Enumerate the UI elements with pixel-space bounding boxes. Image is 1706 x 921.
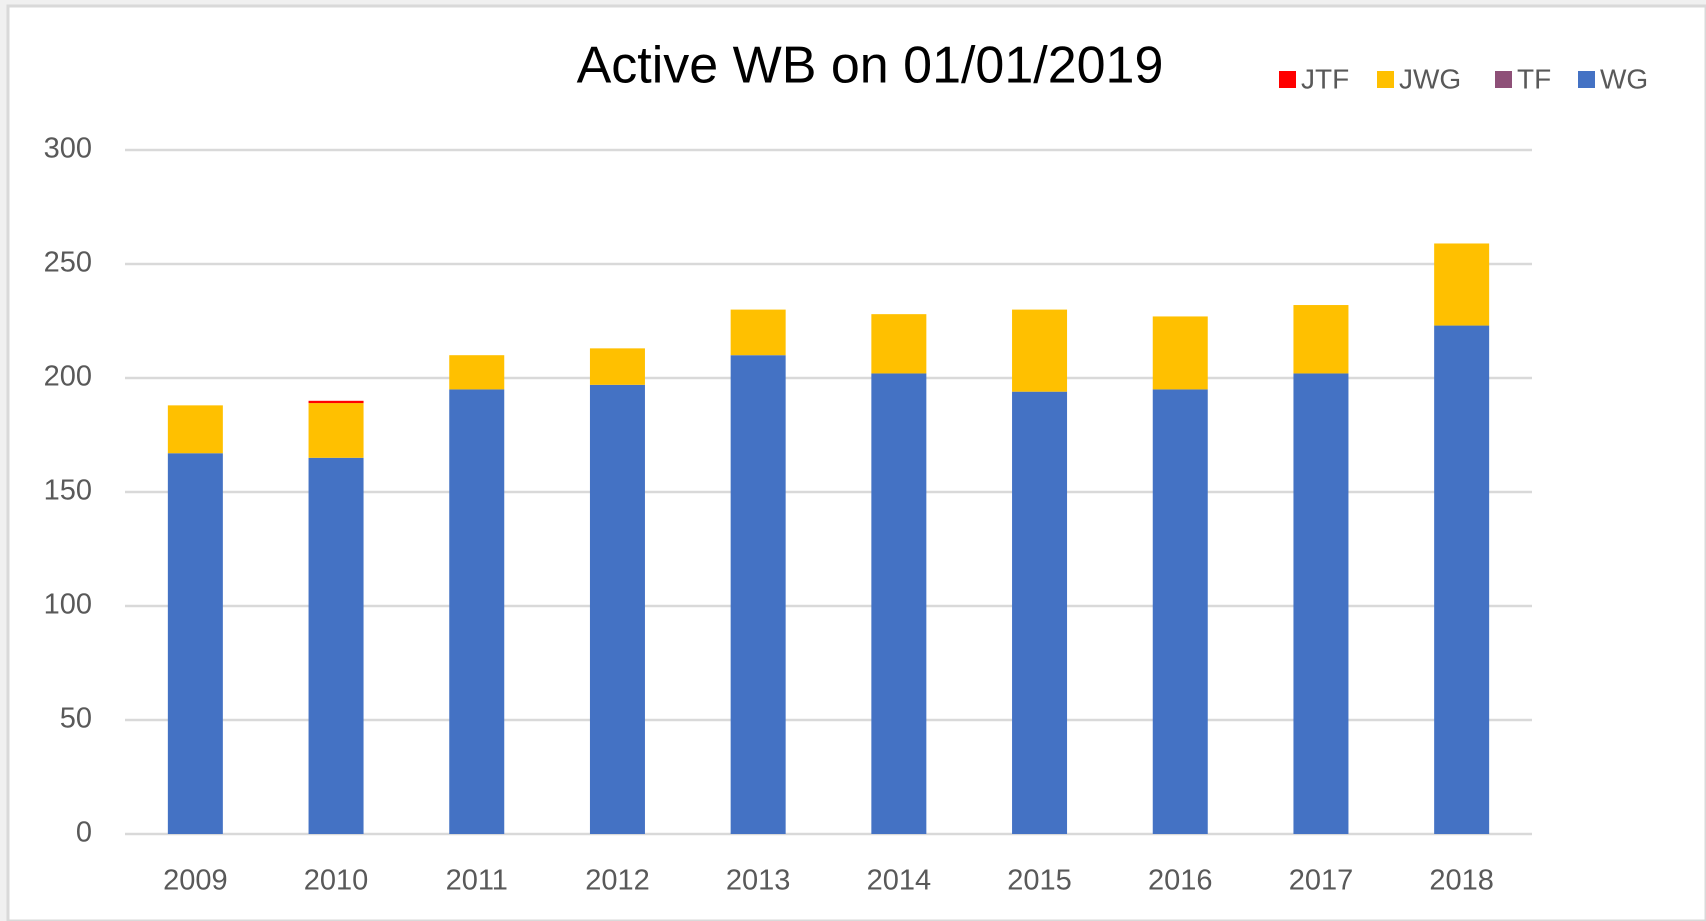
legend-label: JWG: [1399, 63, 1461, 94]
y-tick-label: 150: [44, 475, 92, 507]
legend-label: JTF: [1301, 63, 1349, 94]
bar-segment: [167, 405, 223, 454]
bar-segment: [308, 403, 364, 458]
bar-segment: [1434, 325, 1490, 834]
x-tick-label: 2017: [1289, 865, 1354, 897]
bar-segment: [1434, 243, 1490, 326]
bar-segment: [308, 457, 364, 834]
bar-segment: [730, 309, 786, 356]
y-tick-label: 300: [44, 133, 92, 165]
bar-segment: [730, 355, 786, 834]
bar-segment: [167, 453, 223, 834]
bar-segment: [1152, 316, 1208, 390]
x-tick-label: 2015: [1007, 865, 1072, 897]
y-tick-label: 0: [76, 817, 92, 849]
bar-segment: [589, 348, 645, 385]
x-tick-label: 2013: [726, 865, 791, 897]
bar-segment: [871, 373, 927, 834]
x-tick-label: 2011: [446, 865, 508, 897]
bar-segment: [449, 389, 505, 834]
legend-label: TF: [1517, 63, 1551, 94]
chart-title: Active WB on 01/01/2019: [577, 37, 1164, 95]
bar-segment: [871, 314, 927, 374]
y-tick-label: 250: [44, 247, 92, 279]
x-tick-label: 2018: [1429, 865, 1494, 897]
legend-swatch: [1578, 71, 1595, 88]
y-tick-label: 100: [44, 589, 92, 621]
legend-swatch: [1495, 71, 1512, 88]
legend-swatch: [1279, 71, 1296, 88]
bar-segment: [1293, 305, 1349, 374]
bar-segment: [449, 355, 505, 390]
y-tick-label: 50: [60, 703, 92, 735]
bar-segment: [1152, 389, 1208, 834]
bar-segment: [1012, 391, 1068, 834]
legend-swatch: [1377, 71, 1394, 88]
x-tick-label: 2010: [304, 865, 369, 897]
y-tick-label: 200: [44, 361, 92, 393]
x-tick-label: 2012: [585, 865, 650, 897]
bar-segment: [1012, 309, 1068, 392]
bar-segment: [589, 384, 645, 834]
legend-label: WG: [1600, 63, 1648, 94]
bar-segment: [1293, 373, 1349, 834]
bar-segment: [308, 400, 364, 404]
x-tick-label: 2009: [163, 865, 228, 897]
chart-area: [6, 4, 1706, 921]
x-tick-label: 2014: [867, 865, 932, 897]
x-tick-label: 2016: [1148, 865, 1213, 897]
